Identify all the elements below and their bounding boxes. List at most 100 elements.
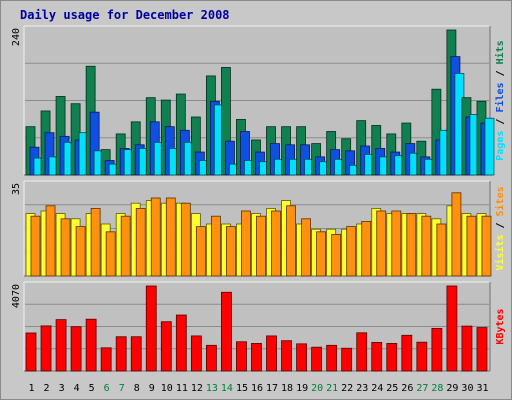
x-tick-label-day-2: 2 xyxy=(44,383,50,394)
x-tick-label-day-31: 31 xyxy=(476,383,488,394)
bar-sites-day-10 xyxy=(165,197,176,277)
legend-item-files: Files xyxy=(494,82,506,112)
x-tick-label-day-20: 20 xyxy=(311,383,323,394)
bar-kbytes-day-2 xyxy=(40,325,52,372)
bar-sites-day-8 xyxy=(135,207,146,277)
legend-separator: / xyxy=(495,113,506,131)
bar-kbytes-day-10 xyxy=(160,321,172,372)
bar-kbytes-day-30 xyxy=(461,325,473,372)
bar-sites-day-19 xyxy=(301,218,311,277)
x-tick-label-day-9: 9 xyxy=(149,383,155,394)
legend-visits-sites: Visits / Sites xyxy=(494,186,506,270)
x-tick-label-day-18: 18 xyxy=(281,383,293,394)
bar-sites-day-2 xyxy=(45,205,56,277)
x-tick-label-day-19: 19 xyxy=(296,383,308,394)
bar-kbytes-day-28 xyxy=(431,327,443,372)
bar-kbytes-day-3 xyxy=(55,319,67,372)
bar-sites-day-14 xyxy=(226,226,236,277)
chart-title: Daily usage for December 2008 xyxy=(20,8,230,22)
bar-sites-day-6 xyxy=(105,231,116,277)
x-tick-label-day-11: 11 xyxy=(176,383,188,394)
bar-kbytes-day-21 xyxy=(326,344,338,372)
bar-kbytes-day-8 xyxy=(130,336,142,372)
bar-sites-day-17 xyxy=(271,210,281,277)
bar-sites-day-5 xyxy=(90,207,101,277)
legend-kbytes: KBytes xyxy=(495,308,506,344)
bar-kbytes-day-14 xyxy=(221,291,232,372)
bar-sites-day-20 xyxy=(316,231,327,277)
x-tick-label-day-16: 16 xyxy=(251,383,263,394)
bar-kbytes-day-16 xyxy=(251,343,262,372)
bar-sites-day-1 xyxy=(30,215,41,277)
x-tick-label-day-4: 4 xyxy=(74,383,80,394)
x-tick-label-day-21: 21 xyxy=(326,383,338,394)
bar-sites-day-11 xyxy=(180,202,191,277)
bar-sites-day-27 xyxy=(421,215,432,277)
x-tick-label-day-1: 1 xyxy=(29,383,35,394)
bar-kbytes-day-1 xyxy=(25,332,37,372)
bar-kbytes-day-19 xyxy=(296,343,307,372)
bar-sites-day-24 xyxy=(376,210,387,277)
y-max-label-visits-sites: 35 xyxy=(11,183,22,195)
legend-item-kbytes: KBytes xyxy=(495,308,506,344)
bar-kbytes-day-6 xyxy=(100,347,112,372)
x-tick-label-day-17: 17 xyxy=(266,383,278,394)
bar-sites-day-16 xyxy=(256,215,266,277)
bar-sites-day-18 xyxy=(286,205,296,277)
x-tick-label-day-24: 24 xyxy=(371,383,383,394)
bar-kbytes-day-15 xyxy=(236,341,247,372)
bar-kbytes-day-24 xyxy=(371,341,383,372)
legend-separator: / xyxy=(495,216,506,234)
x-tick-label-day-12: 12 xyxy=(191,383,203,394)
bar-sites-day-30 xyxy=(466,215,477,277)
x-tick-label-day-7: 7 xyxy=(119,383,125,394)
legend-item-pages: Pages xyxy=(495,131,506,161)
legend-item-sites: Sites xyxy=(494,186,506,216)
bar-kbytes-day-11 xyxy=(175,314,187,372)
x-tick-label-day-15: 15 xyxy=(236,383,248,394)
x-tick-label-day-30: 30 xyxy=(461,383,473,394)
legend-separator: / xyxy=(495,64,506,82)
bar-sites-day-15 xyxy=(241,210,251,277)
x-tick-label-day-26: 26 xyxy=(401,383,413,394)
y-max-label-pages-files-hits: 240 xyxy=(11,28,22,46)
bar-sites-day-21 xyxy=(331,233,342,277)
bar-sites-day-12 xyxy=(195,226,206,277)
bar-sites-day-7 xyxy=(120,215,131,277)
x-tick-label-day-6: 6 xyxy=(104,383,110,394)
bar-kbytes-day-13 xyxy=(205,344,217,372)
bar-sites-day-25 xyxy=(391,210,402,277)
x-tick-label-day-5: 5 xyxy=(89,383,95,394)
bar-sites-day-22 xyxy=(346,226,357,277)
legend-item-hits: Hits xyxy=(494,40,506,64)
bar-sites-day-28 xyxy=(436,223,447,277)
bar-pages-day-31 xyxy=(484,117,495,176)
x-tick-label-day-13: 13 xyxy=(206,383,218,394)
y-max-label-kbytes: 4070 xyxy=(11,284,22,308)
x-tick-label-day-10: 10 xyxy=(161,383,173,394)
x-tick-label-day-14: 14 xyxy=(221,383,233,394)
bar-sites-day-23 xyxy=(361,220,372,277)
bar-sites-day-29 xyxy=(451,192,462,277)
x-tick-label-day-29: 29 xyxy=(446,383,458,394)
bar-sites-day-4 xyxy=(75,226,86,277)
x-tick-label-day-3: 3 xyxy=(59,383,65,394)
x-tick-label-day-27: 27 xyxy=(416,383,428,394)
bar-kbytes-day-23 xyxy=(356,332,368,372)
bar-kbytes-day-17 xyxy=(266,335,277,372)
bar-kbytes-day-22 xyxy=(341,347,353,372)
bar-kbytes-day-29 xyxy=(446,285,458,372)
x-tick-label-day-22: 22 xyxy=(341,383,353,394)
x-tick-label-day-8: 8 xyxy=(134,383,140,394)
bar-kbytes-day-7 xyxy=(115,336,127,372)
bar-kbytes-day-12 xyxy=(190,335,202,372)
bar-sites-day-26 xyxy=(406,213,417,277)
legend-pages-files-hits: Pages / Files / Hits xyxy=(494,40,506,160)
legend-item-visits: Visits xyxy=(494,235,506,271)
bar-kbytes-day-5 xyxy=(85,318,97,372)
bar-kbytes-day-4 xyxy=(70,326,82,372)
x-tick-label-day-23: 23 xyxy=(356,383,368,394)
bar-kbytes-day-25 xyxy=(386,343,398,372)
bar-kbytes-day-18 xyxy=(281,340,292,372)
